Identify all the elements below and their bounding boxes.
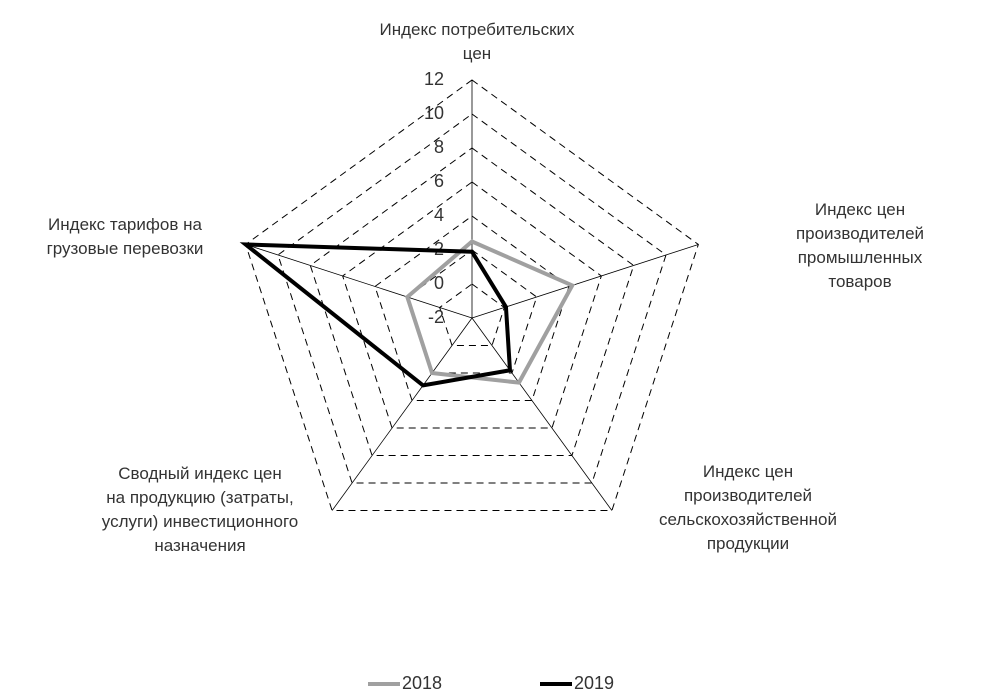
- spoke: [245, 244, 473, 319]
- tick-label: 10: [424, 103, 444, 123]
- tick-label: 4: [434, 205, 444, 225]
- tick-label: 0: [434, 273, 444, 293]
- grid-ring: [439, 283, 505, 347]
- spoke: [331, 317, 473, 511]
- legend-label: 2019: [574, 673, 614, 690]
- axis-label: Сводный индекс цен на продукцию (затраты…: [101, 464, 299, 555]
- series-line: [239, 242, 513, 388]
- legend-label: 2018: [402, 673, 442, 690]
- grid-ring: [245, 79, 699, 512]
- axis-label: Индекс потребительских цен: [379, 20, 575, 63]
- spoke: [471, 244, 699, 319]
- grid-ring: [277, 113, 667, 484]
- spoke: [471, 317, 613, 511]
- tick-label: 6: [434, 171, 444, 191]
- tick-label: 12: [424, 69, 444, 89]
- tick-label: -2: [428, 307, 444, 327]
- axis-label: Индекс тарифов на грузовые перевозки: [46, 215, 204, 258]
- grid-ring: [342, 181, 602, 429]
- grid-ring: [374, 215, 570, 402]
- grid-ring: [406, 249, 538, 374]
- tick-label: 8: [434, 137, 444, 157]
- axis-label: Индекс цен производителей сельскохозяйст…: [659, 462, 837, 553]
- axis-label: Индекс цен производителей промышленных т…: [795, 200, 925, 291]
